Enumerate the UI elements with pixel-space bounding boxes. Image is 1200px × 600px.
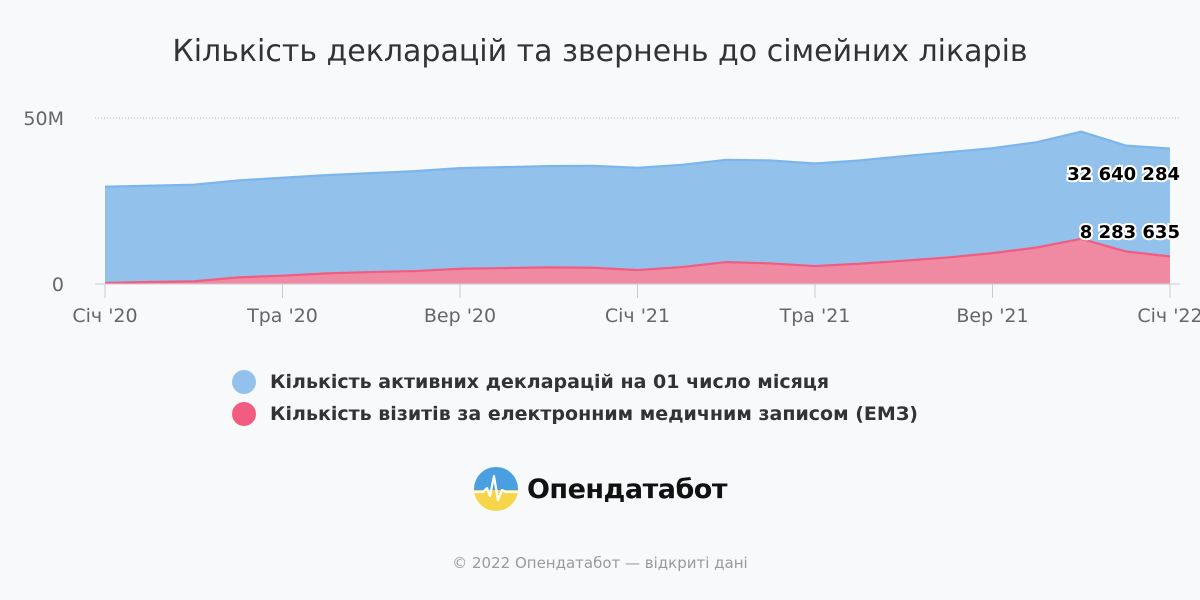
x-tick-label: Вер '20 xyxy=(424,305,496,327)
chart-title: Кількість декларацій та звернень до сіме… xyxy=(172,34,1028,69)
data-label-series-1: 8 283 635 xyxy=(1080,222,1180,243)
opendatabot-logo-icon xyxy=(473,467,518,511)
x-tick-label: Тра '21 xyxy=(779,305,851,327)
series-area-0 xyxy=(105,131,1170,284)
copyright-footer: © 2022 Опендатабот — відкриті дані xyxy=(452,554,748,572)
chart-legend: Кількість активних декларацій на 01 числ… xyxy=(232,366,918,430)
x-tick-label: Січ '20 xyxy=(72,305,137,327)
legend-marker-visits xyxy=(232,402,256,426)
legend-label-declarations: Кількість активних декларацій на 01 числ… xyxy=(270,371,830,393)
brand-name: Опендатабот xyxy=(526,473,728,505)
x-tick-label: Січ '21 xyxy=(605,305,670,327)
legend-marker-declarations xyxy=(232,370,256,394)
legend-item-visits[interactable]: Кількість візитів за електронним медични… xyxy=(232,398,918,430)
x-tick-label: Січ '22 xyxy=(1137,305,1200,327)
legend-item-declarations[interactable]: Кількість активних декларацій на 01 числ… xyxy=(232,366,918,398)
legend-label-visits: Кількість візитів за електронним медични… xyxy=(270,403,918,425)
x-tick-label: Тра '20 xyxy=(246,305,318,327)
y-tick-label: 0 xyxy=(52,274,64,296)
x-tick-label: Вер '21 xyxy=(956,305,1028,327)
y-tick-label: 50M xyxy=(23,108,64,130)
area-chart: 0 50M Січ '20 Тра '20 Вер '20 Січ '21 Тра '21 В… xyxy=(23,108,1200,327)
brand-logo: Опендатабот xyxy=(0,466,1200,512)
data-label-series-0: 32 640 284 xyxy=(1067,164,1180,185)
